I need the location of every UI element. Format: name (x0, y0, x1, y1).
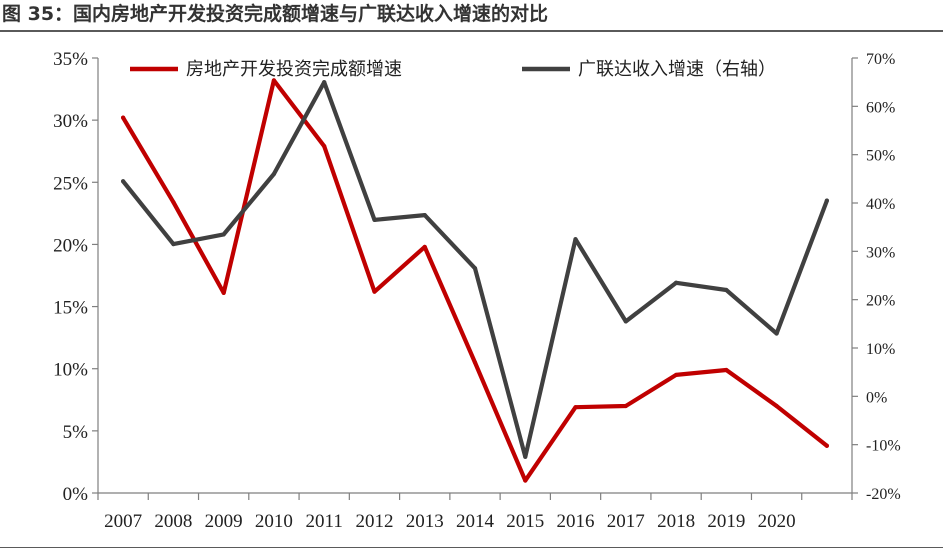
x-tick-label: 2008 (154, 511, 192, 532)
data-point (623, 403, 628, 409)
legend-label: 广联达收入增速（右轴） (578, 59, 776, 80)
x-tick-label: 2018 (657, 511, 695, 532)
x-tick-label: 2007 (104, 511, 142, 532)
series-line-real-estate-investment (120, 78, 830, 483)
chart-legend: 房地产开发投资完成额增速 广联达收入增速（右轴） (130, 59, 776, 80)
x-tick-label: 2010 (255, 511, 293, 532)
data-point (774, 331, 779, 336)
data-point (673, 372, 679, 378)
left-axis-ticks: 0% 5% 10% 15% 20% 25% 30% 35% (53, 49, 98, 505)
right-tick-label: 70% (866, 51, 895, 68)
data-point (171, 241, 176, 247)
right-tick-label: -10% (866, 438, 901, 455)
left-tick-label: 30% (53, 111, 88, 132)
x-tick-label: 2014 (456, 511, 495, 532)
data-point (724, 287, 729, 293)
chart-axes (97, 58, 853, 494)
data-point (472, 266, 478, 271)
x-tick-label: 2019 (707, 511, 745, 532)
data-point (824, 443, 829, 448)
data-point (271, 78, 277, 83)
data-point (171, 200, 176, 205)
left-tick-label: 25% (53, 173, 88, 194)
data-point (774, 403, 779, 409)
data-point (121, 179, 126, 184)
data-point (422, 244, 427, 250)
data-point (121, 115, 126, 120)
right-tick-label: 30% (866, 244, 895, 261)
data-point (573, 237, 578, 242)
x-tick-label: 2016 (557, 511, 595, 532)
bottom-divider (0, 547, 943, 548)
right-tick-label: 20% (866, 293, 895, 310)
data-point (372, 217, 377, 223)
right-tick-label: 50% (866, 148, 895, 165)
x-tick-label: 2020 (758, 511, 796, 532)
x-tick-label: 2012 (355, 511, 393, 532)
data-point (673, 280, 679, 285)
left-tick-label: 5% (63, 422, 89, 443)
right-tick-label: 10% (866, 341, 895, 358)
right-tick-label: 40% (866, 196, 895, 213)
data-point (623, 319, 628, 324)
x-tick-label: 2013 (406, 511, 444, 532)
data-point (523, 478, 528, 483)
data-point (271, 171, 277, 177)
left-tick-label: 10% (53, 360, 88, 381)
right-tick-label: 60% (866, 99, 895, 116)
data-point (523, 454, 528, 459)
data-point (824, 198, 829, 203)
legend-label: 房地产开发投资完成额增速 (186, 59, 402, 80)
right-tick-label: -20% (866, 486, 901, 503)
left-tick-label: 20% (53, 235, 88, 256)
data-point (221, 290, 226, 295)
right-axis-ticks: -20% -10% 0% 10% 20% 30% 40% 50% 60% 70% (852, 51, 901, 503)
x-tick-label: 2009 (205, 511, 243, 532)
chart-title: 图 35：国内房地产开发投资完成额增速与广联达收入增速的对比 (2, 3, 549, 25)
x-tick-label: 2017 (607, 511, 645, 532)
data-point (372, 289, 377, 294)
data-point (422, 212, 427, 218)
left-tick-label: 0% (63, 484, 89, 505)
data-point (322, 80, 327, 85)
data-point (573, 405, 578, 410)
data-point (472, 360, 478, 365)
data-point (322, 144, 327, 149)
title-divider (0, 30, 943, 32)
right-tick-label: 0% (866, 389, 887, 406)
chart-series (120, 78, 830, 483)
left-tick-label: 15% (53, 298, 88, 319)
x-tick-label: 2011 (306, 511, 343, 532)
x-tick-label: 2015 (506, 511, 544, 532)
x-axis-ticks: 2007 2008 2009 2010 2011 2012 2013 2014 2015 2016… (97, 493, 853, 532)
data-point (724, 367, 729, 373)
data-point (221, 232, 226, 237)
left-tick-label: 35% (53, 49, 88, 70)
